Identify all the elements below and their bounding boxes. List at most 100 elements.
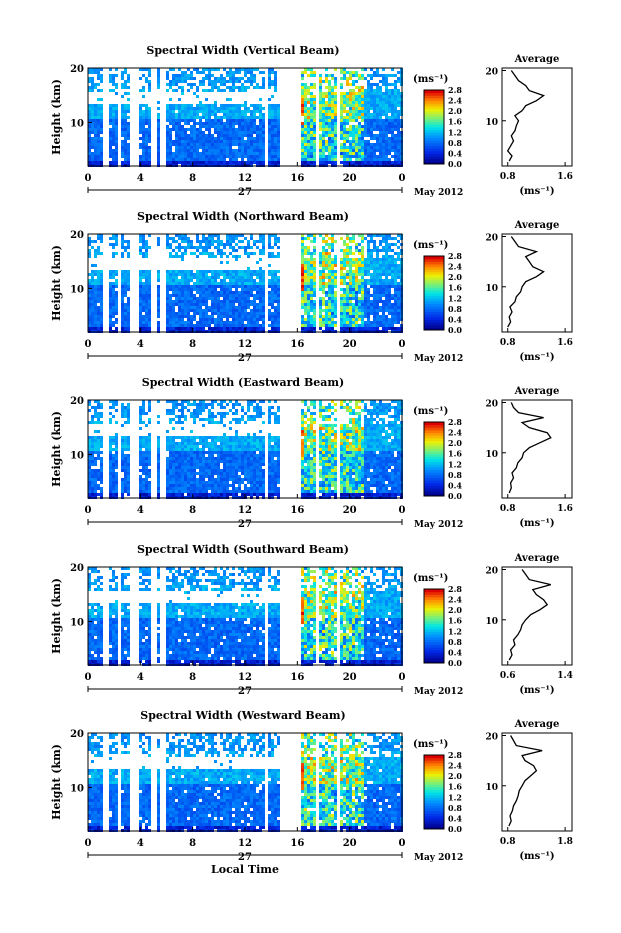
heatmap-cell: [397, 264, 400, 267]
heatmap-cell: [148, 493, 151, 496]
heatmap-cell: [346, 258, 349, 261]
heatmap-cell: [304, 140, 307, 143]
heatmap-cell: [148, 122, 151, 125]
heatmap-cell: [343, 125, 346, 128]
heatmap-cell: [121, 282, 124, 285]
heatmap-cell: [115, 448, 118, 451]
heatmap-cell: [139, 294, 142, 297]
heatmap-cell: [352, 288, 355, 291]
heatmap-cell: [208, 240, 211, 243]
heatmap-cell: [223, 104, 226, 107]
heatmap-cell: [241, 119, 244, 122]
heatmap-cell: [382, 321, 385, 324]
heatmap-cell: [346, 98, 349, 101]
heatmap-cell: [334, 291, 337, 294]
heatmap-cell: [334, 83, 337, 86]
heatmap-cell: [343, 104, 346, 107]
heatmap-cell: [223, 306, 226, 309]
heatmap-cell: [223, 161, 226, 164]
heatmap-cell: [169, 119, 172, 122]
heatmap-cell: [112, 107, 115, 110]
heatmap-cell: [169, 252, 172, 255]
heatmap-cell: [145, 306, 148, 309]
heatmap-cell: [94, 249, 97, 252]
heatmap-cell: [193, 143, 196, 146]
heatmap-cell: [172, 279, 175, 282]
heatmap-cell: [199, 312, 202, 315]
heatmap-cell: [367, 300, 370, 303]
heatmap-cell: [235, 140, 238, 143]
heatmap-cell: [196, 95, 199, 98]
colorbar-tick-label: 2.8: [448, 251, 462, 261]
heatmap-cell: [334, 131, 337, 134]
heatmap-cell: [145, 436, 148, 439]
heatmap-cell: [100, 110, 103, 113]
heatmap-cell: [361, 282, 364, 285]
heatmap-cell: [397, 134, 400, 137]
heatmap-cell: [127, 77, 130, 80]
heatmap-cell: [139, 104, 142, 107]
heatmap-cell: [208, 291, 211, 294]
heatmap-cell: [388, 297, 391, 300]
heatmap-cell: [244, 324, 247, 327]
heatmap-cell: [112, 406, 115, 409]
heatmap-cell: [184, 149, 187, 152]
heatmap-cell: [373, 240, 376, 243]
heatmap-cell: [139, 240, 142, 243]
heatmap-cell: [277, 116, 280, 119]
heatmap-cell: [355, 92, 358, 95]
heatmap-cell: [199, 288, 202, 291]
heatmap-cell: [232, 318, 235, 321]
heatmap-cell: [307, 107, 310, 110]
heatmap-cell: [202, 276, 205, 279]
heatmap-cell: [178, 125, 181, 128]
heatmap-cell: [268, 140, 271, 143]
heatmap-cell: [250, 134, 253, 137]
heatmap-cell: [172, 128, 175, 131]
heatmap-cell: [226, 237, 229, 240]
heatmap-cell: [202, 152, 205, 155]
heatmap-cell: [382, 288, 385, 291]
heatmap-cell: [91, 493, 94, 496]
heatmap-cell: [334, 324, 337, 327]
heatmap-cell: [253, 74, 256, 77]
heatmap-cell: [91, 321, 94, 324]
heatmap-cell: [142, 125, 145, 128]
heatmap-cell: [376, 285, 379, 288]
heatmap-cell: [109, 412, 112, 415]
heatmap-cell: [214, 80, 217, 83]
heatmap-cell: [229, 152, 232, 155]
heatmap-cell: [379, 101, 382, 104]
heatmap-cell: [193, 119, 196, 122]
heatmap-cell: [307, 125, 310, 128]
heatmap-cell: [259, 137, 262, 140]
heatmap-cell: [223, 297, 226, 300]
heatmap-cell: [391, 276, 394, 279]
heatmap-cell: [271, 137, 274, 140]
heatmap-cell: [142, 487, 145, 490]
heatmap-cell: [91, 418, 94, 421]
heatmap-cell: [349, 98, 352, 101]
heatmap-cell: [277, 321, 280, 324]
x-tick-label: 0: [85, 339, 92, 350]
heatmap-cell: [208, 279, 211, 282]
heatmap-cell: [202, 125, 205, 128]
heatmap-cell: [115, 143, 118, 146]
heatmap-cell: [226, 119, 229, 122]
heatmap-cell: [220, 318, 223, 321]
colorbar-tick-label: 2.0: [448, 272, 462, 282]
heatmap-cell: [241, 128, 244, 131]
heatmap-cell: [328, 119, 331, 122]
heatmap-cell: [367, 324, 370, 327]
heatmap-cell: [202, 312, 205, 315]
heatmap-cell: [346, 83, 349, 86]
heatmap-cell: [190, 155, 193, 158]
heatmap-cell: [334, 240, 337, 243]
heatmap-cell: [313, 261, 316, 264]
heatmap-cell: [358, 158, 361, 161]
heatmap-cell: [91, 445, 94, 448]
heatmap-cell: [388, 285, 391, 288]
heatmap-cell: [172, 270, 175, 273]
heatmap-cell: [229, 282, 232, 285]
heatmap-cell: [277, 291, 280, 294]
